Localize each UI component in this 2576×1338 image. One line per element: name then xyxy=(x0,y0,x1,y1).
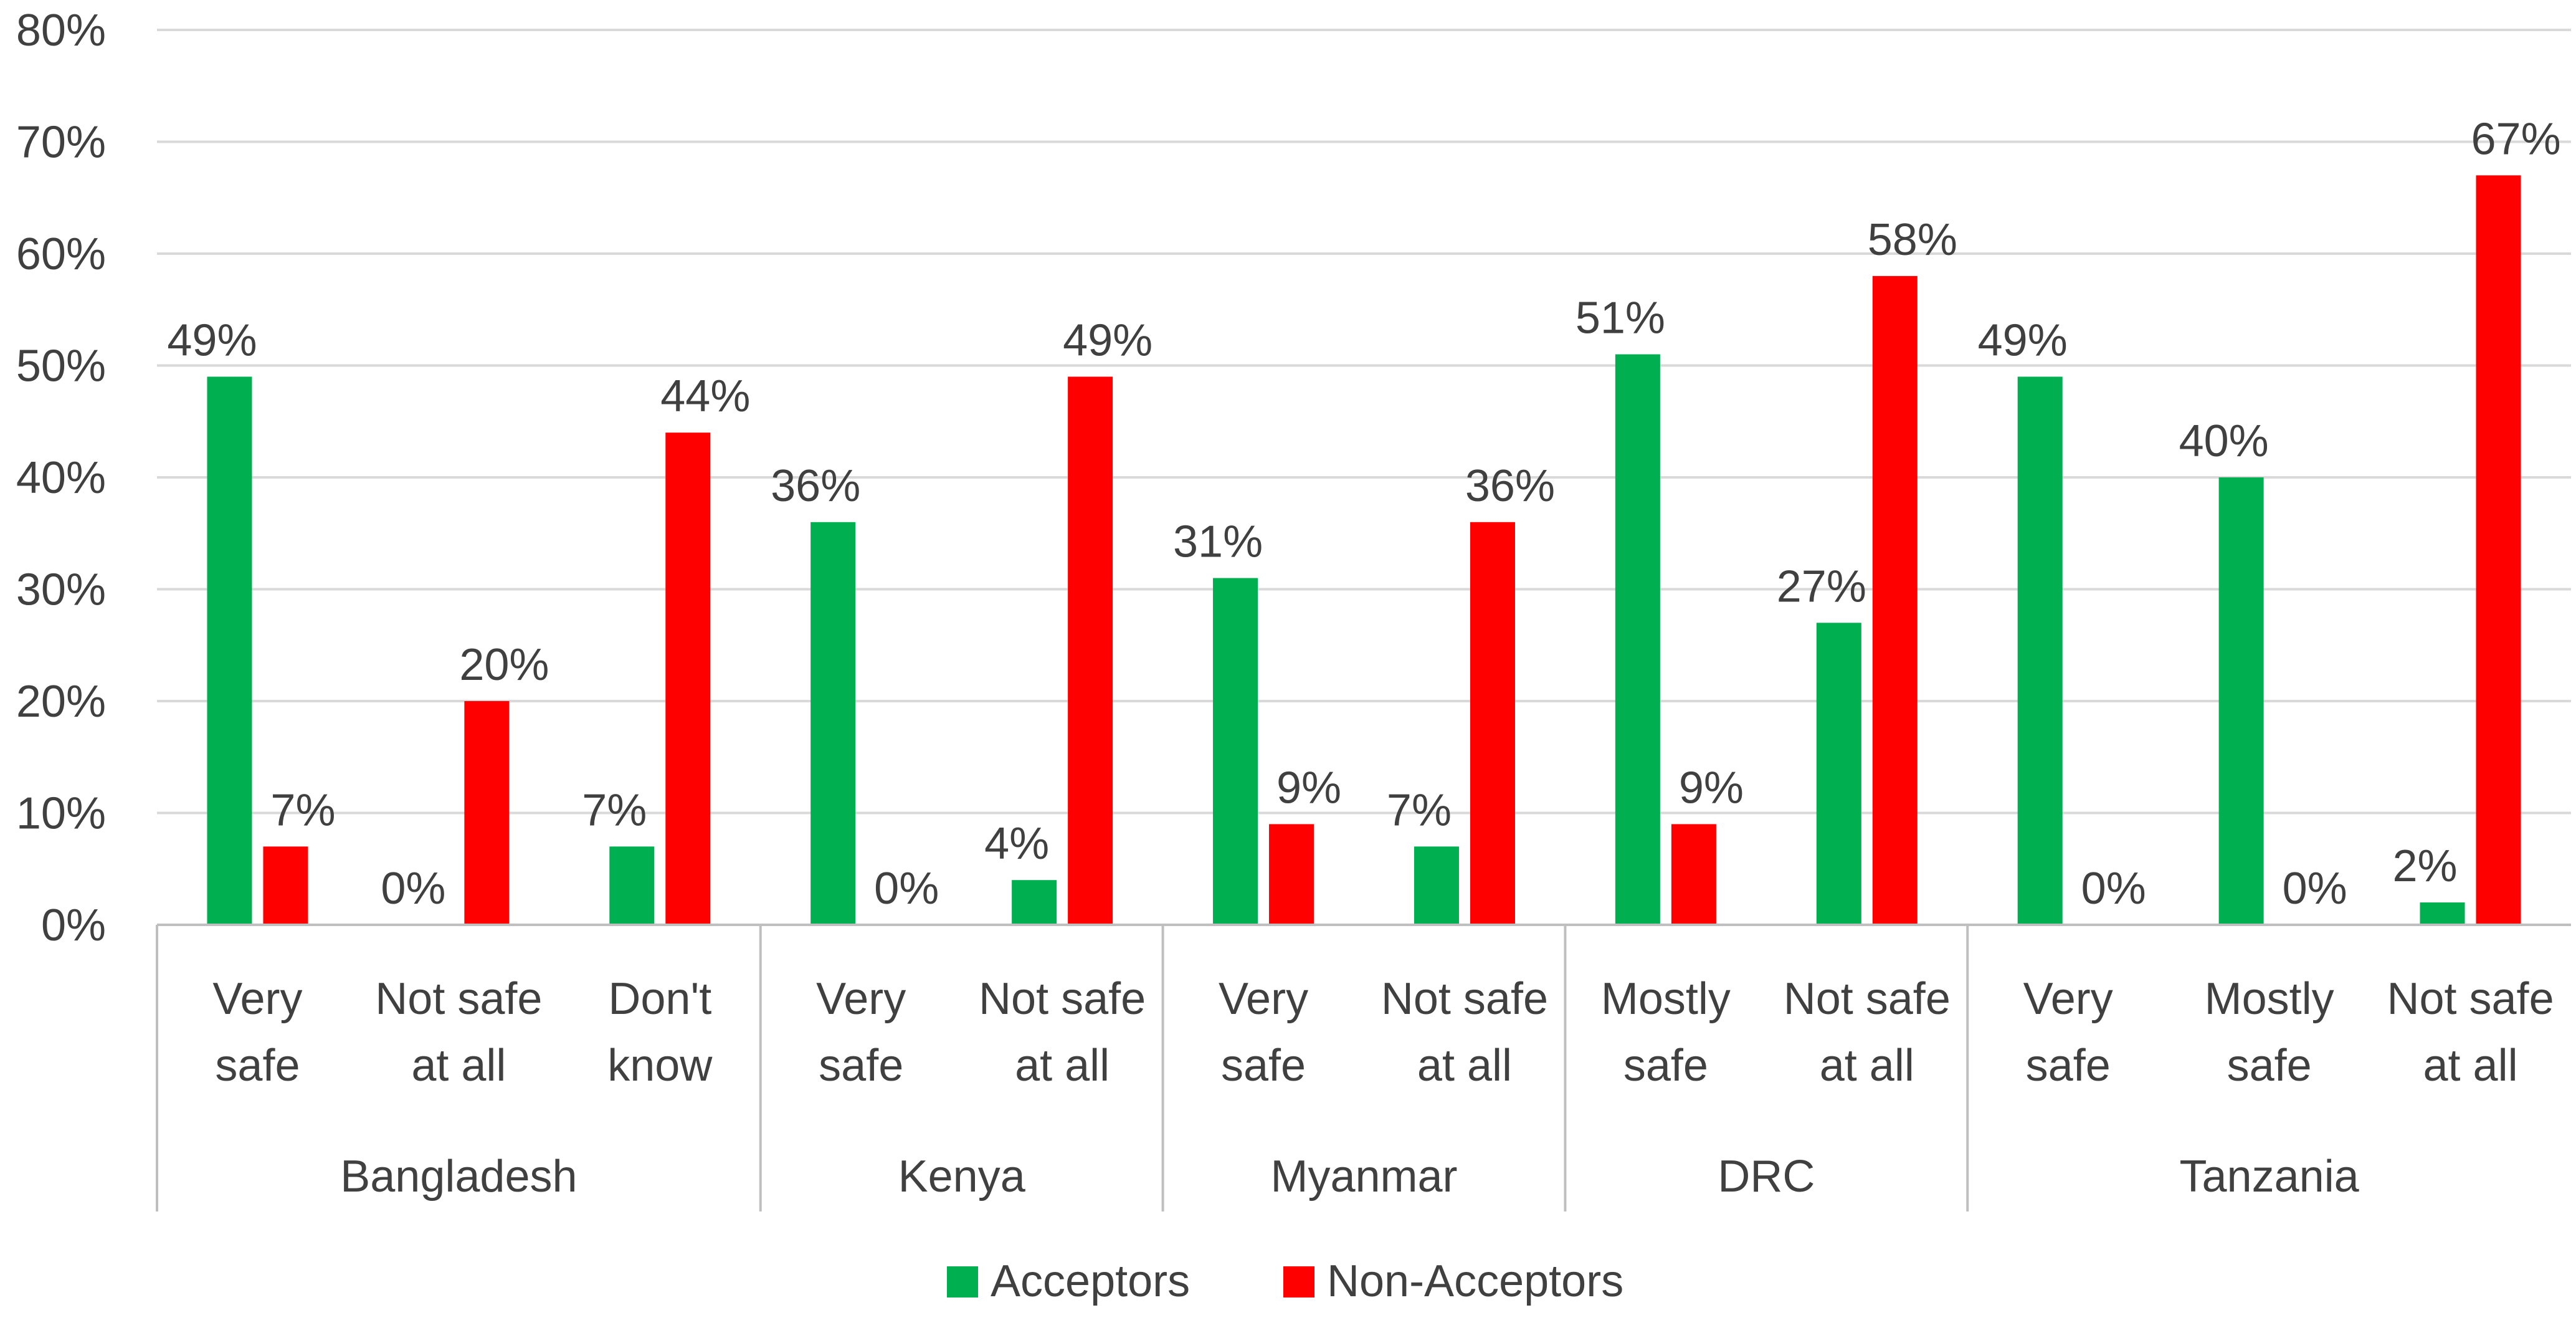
bar-non-acceptors xyxy=(665,432,711,925)
category-label: Very xyxy=(2023,974,2113,1024)
category-label: safe xyxy=(1221,1041,1306,1091)
data-label: 67% xyxy=(2471,114,2560,164)
data-label: 31% xyxy=(1173,517,1263,567)
category-label: Very xyxy=(212,974,302,1024)
data-label: 51% xyxy=(1576,294,1665,343)
data-label: 44% xyxy=(660,371,750,421)
bar-acceptors xyxy=(810,522,856,925)
category-label: Very xyxy=(816,974,906,1024)
category-label: at all xyxy=(2423,1041,2517,1091)
data-label: 4% xyxy=(984,819,1049,869)
bar-acceptors xyxy=(1213,578,1258,925)
category-label: Very xyxy=(1219,974,1308,1024)
category-label: Mostly xyxy=(2205,974,2334,1024)
bar-non-acceptors xyxy=(1269,824,1314,925)
data-label: 7% xyxy=(582,785,647,835)
bar-non-acceptors xyxy=(1872,275,1918,925)
category-label: safe xyxy=(215,1041,300,1091)
bar-non-acceptors xyxy=(263,846,308,925)
data-label: 20% xyxy=(459,640,549,690)
data-label: 0% xyxy=(2283,864,2347,914)
category-label: at all xyxy=(411,1041,506,1091)
legend-swatch-acceptors xyxy=(947,1266,978,1297)
category-label: at all xyxy=(1015,1041,1110,1091)
category-label: safe xyxy=(2227,1041,2312,1091)
bar-acceptors xyxy=(1414,846,1459,925)
bar-acceptors xyxy=(2218,477,2264,925)
data-labels: 49% 7% 0% 20% 7% 44% 36% 0% 4% 49% 31% 9% 7% 36% 51% 9%… xyxy=(167,114,2560,914)
category-label: safe xyxy=(1623,1041,1708,1091)
bar-acceptors xyxy=(2017,376,2063,925)
bar-acceptors xyxy=(609,846,655,925)
group-label: Bangladesh xyxy=(340,1152,577,1202)
data-label: 7% xyxy=(270,785,335,835)
bar-acceptors xyxy=(2420,902,2465,925)
data-label: 49% xyxy=(1978,315,2068,365)
y-tick-label: 30% xyxy=(16,565,106,615)
data-label: 0% xyxy=(381,864,445,914)
category-label: at all xyxy=(1820,1041,1914,1091)
gridlines xyxy=(157,29,2571,815)
data-label: 9% xyxy=(1276,763,1341,813)
bars xyxy=(207,175,2521,925)
bar-acceptors xyxy=(207,376,252,925)
bar-non-acceptors xyxy=(1671,824,1716,925)
category-label: at all xyxy=(1417,1041,1512,1091)
category-label: Don't xyxy=(608,974,711,1024)
category-label: Not safe xyxy=(1784,974,1951,1024)
bar-acceptors xyxy=(1615,354,1660,925)
y-tick-label: 80% xyxy=(16,6,106,55)
bar-non-acceptors xyxy=(2476,175,2521,925)
group-label: Myanmar xyxy=(1270,1152,1457,1202)
data-label: 0% xyxy=(874,864,939,914)
category-label: safe xyxy=(2026,1041,2111,1091)
data-label: 49% xyxy=(167,315,257,365)
data-label: 40% xyxy=(2179,416,2269,466)
group-label: Kenya xyxy=(898,1152,1026,1202)
y-tick-label: 0% xyxy=(41,901,106,950)
data-label: 36% xyxy=(771,461,860,511)
data-label: 27% xyxy=(1777,561,1866,611)
data-label: 2% xyxy=(2393,841,2458,891)
y-tick-label: 50% xyxy=(16,342,106,391)
bar-non-acceptors xyxy=(464,701,510,925)
data-label: 49% xyxy=(1063,315,1153,365)
data-label: 7% xyxy=(1387,785,1452,835)
category-label: safe xyxy=(819,1041,903,1091)
category-label: Not safe xyxy=(1381,974,1548,1024)
bar-non-acceptors xyxy=(1068,376,1113,925)
category-label: Not safe xyxy=(375,974,542,1024)
category-label: Not safe xyxy=(2387,974,2554,1024)
group-label: DRC xyxy=(1718,1152,1815,1202)
data-label: 36% xyxy=(1465,461,1555,511)
category-label: Not safe xyxy=(979,974,1146,1024)
y-tick-label: 20% xyxy=(16,677,106,727)
category-label: Mostly xyxy=(1601,974,1731,1024)
y-tick-label: 60% xyxy=(16,229,106,279)
bar-acceptors xyxy=(1816,623,1861,925)
legend-label: Non-Acceptors xyxy=(1327,1256,1623,1306)
legend-label: Acceptors xyxy=(991,1256,1190,1306)
x-axis: Very safe Not safe at all Don't know Banglades… xyxy=(156,924,2571,1211)
data-label: 58% xyxy=(1868,215,1957,265)
y-tick-label: 70% xyxy=(16,118,106,168)
data-label: 0% xyxy=(2081,864,2146,914)
y-tick-label: 10% xyxy=(16,789,106,839)
y-tick-label: 40% xyxy=(16,453,106,503)
bar-non-acceptors xyxy=(1470,522,1515,925)
group-label: Tanzania xyxy=(2180,1152,2360,1202)
legend-swatch-non-acceptors xyxy=(1283,1266,1314,1297)
data-label: 9% xyxy=(1679,763,1744,813)
legend: Acceptors Non-Acceptors xyxy=(947,1256,1623,1306)
bar-acceptors xyxy=(1012,880,1057,925)
y-axis-ticks: 0% 10% 20% 30% 40% 50% 60% 70% 80% xyxy=(16,6,106,950)
category-label: know xyxy=(607,1041,713,1091)
